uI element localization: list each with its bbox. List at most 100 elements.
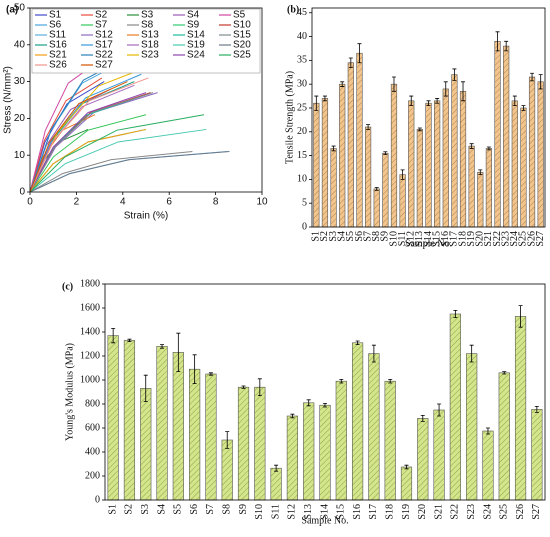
bar-hatch [156,346,168,500]
error-bar [486,146,491,151]
y-tick-label: 0 [302,221,307,232]
bar-hatch [254,387,266,500]
x-tick-label: S1 [107,504,118,515]
x-tick-label: S25 [499,504,510,520]
bar-hatch [348,62,354,227]
bar-hatch [124,340,135,500]
bar-hatch [537,81,544,227]
x-tick-label: S9 [380,231,391,242]
x-tick-label: S11 [270,504,281,519]
x-axis-label: Sample No. [301,515,348,526]
error-bar [241,385,246,389]
curve [29,128,207,193]
x-tick-label: S26 [526,231,537,247]
curve [29,151,193,193]
legend-label: S15 [233,30,251,41]
error-bar [404,464,409,470]
error-bar [495,31,500,52]
bar-hatch [339,84,346,227]
bar-hatch [511,100,518,227]
curve [29,55,135,193]
error-bar [435,98,440,104]
bar-hatch [529,77,535,227]
x-tick-label: S5 [345,231,356,242]
legend-label: S22 [95,50,113,61]
x-tick-label: 4 [120,197,126,208]
x-tick-label: S8 [222,504,233,515]
error-bar [518,305,523,328]
x-tick-label: S4 [156,504,167,515]
bar-hatch [401,467,412,500]
curve [29,114,205,193]
bar-hatch [434,100,440,227]
curve [29,128,147,193]
error-bar [374,187,379,191]
legend-label: S3 [141,10,154,21]
x-tick-label: S11 [397,231,408,246]
x-tick-label: S27 [531,504,542,520]
error-bar [176,332,181,372]
error-bar [478,169,483,176]
error-bar [512,95,517,106]
curve [29,77,149,193]
error-bar [409,95,414,106]
y-tick-label: 1000 [80,374,100,385]
legend-label: S16 [49,40,67,51]
curve [29,151,230,193]
bar-hatch [303,402,314,500]
bar-hatch [313,103,320,227]
x-tick-label: S26 [515,504,526,520]
error-bar [306,399,311,407]
x-tick-label: S22 [450,504,461,520]
bar-hatch [107,335,119,500]
y-tick-label: 1200 [80,350,100,361]
error-bar [366,124,371,130]
x-tick-label: S23 [466,504,477,520]
bar-hatch [399,174,406,227]
legend-label: S19 [187,40,205,51]
bar-hatch [356,53,363,228]
x-tick-label: S9 [238,504,249,515]
x-tick-label: S25 [518,231,529,247]
bar-hatch [205,374,217,500]
x-axis-label: Strain (%) [124,211,168,222]
x-tick-label: S23 [500,231,511,247]
x-tick-label: S21 [433,504,444,520]
legend-label: S23 [141,50,159,61]
y-tick-label: 50 [14,3,26,14]
curve [29,81,128,193]
bar-hatch [486,148,492,227]
x-tick-label: S8 [371,231,382,242]
bar-hatch [477,172,484,227]
y-tick-label: 10 [14,150,26,161]
curve [29,114,147,193]
error-bar [388,379,393,384]
x-tick-label: S5 [173,504,184,515]
error-bar [192,354,197,384]
x-tick-label: S18 [457,231,468,247]
bar-hatch [442,88,449,227]
x-tick-label: S4 [337,231,348,242]
legend-label: S20 [233,40,251,51]
error-bar [437,403,442,417]
x-tick-label: S13 [303,504,314,520]
x-tick-label: S24 [482,504,493,520]
bar-hatch [373,188,380,227]
x-tick-label: S15 [431,231,442,247]
y-tick-label: 20 [297,126,307,137]
bar-hatch [391,84,397,227]
y-tick-label: 15 [297,150,307,161]
bar-hatch [408,100,415,227]
x-tick-label: S10 [388,231,399,247]
legend-label: S1 [49,10,62,21]
error-bar [314,95,319,111]
error-bar [521,105,526,111]
bar-hatch [382,153,389,227]
error-bar [160,344,165,349]
legend-label: S14 [187,30,205,41]
legend-label: S7 [95,20,108,31]
curve [29,81,135,193]
error-bar [323,403,327,408]
legend-label: S27 [95,60,113,71]
